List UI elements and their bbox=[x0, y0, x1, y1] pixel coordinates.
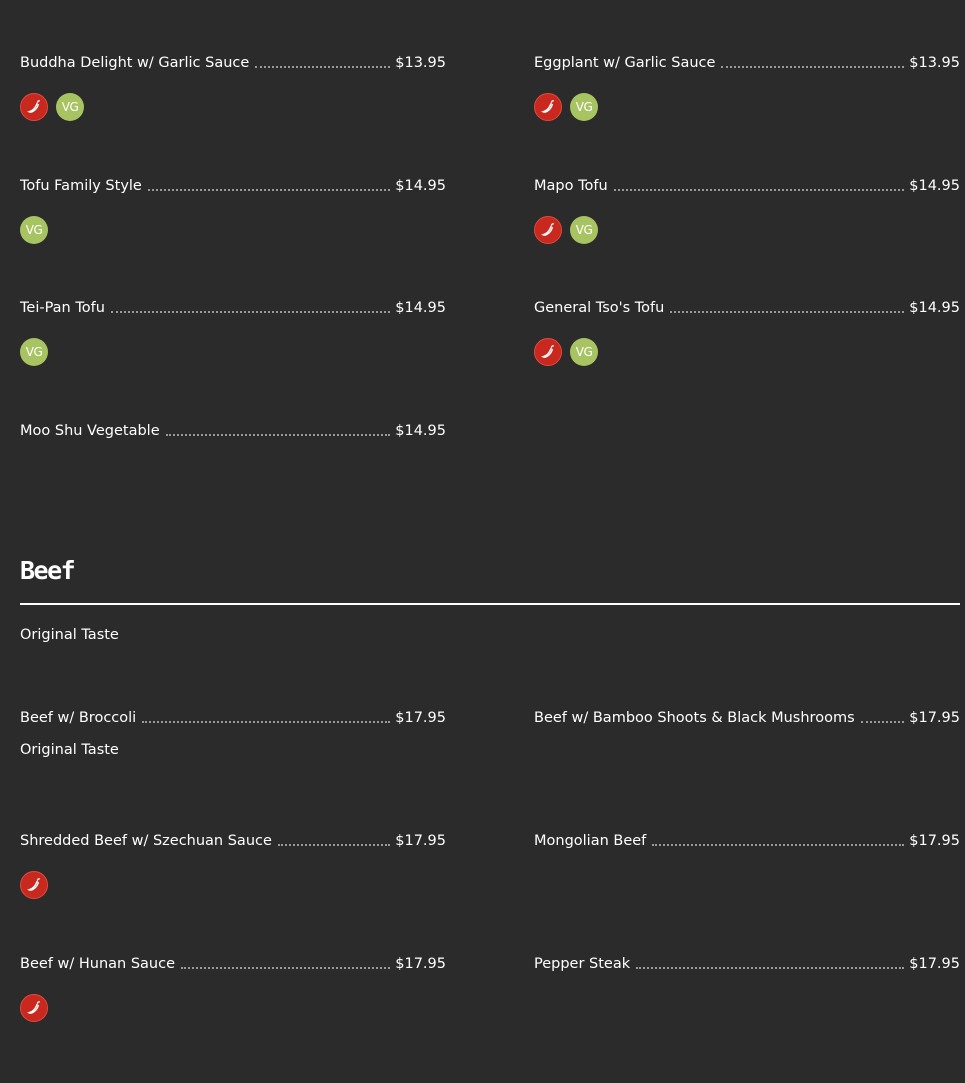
menu-item: Moo Shu Vegetable $14.95 bbox=[20, 422, 446, 502]
item-name: Beef w/ Hunan Sauce bbox=[20, 956, 175, 972]
leader-dots bbox=[147, 188, 391, 191]
vegetarian-badge: VG bbox=[20, 216, 48, 244]
menu-item: General Tso's Tofu $14.95 VG bbox=[534, 299, 960, 379]
chili-pepper-icon bbox=[534, 93, 562, 121]
vegetarian-badge: VG bbox=[570, 216, 598, 244]
leader-dots bbox=[636, 966, 905, 969]
vegetarian-badge: VG bbox=[570, 93, 598, 121]
menu-item: Beef w/ Hunan Sauce $17.95 bbox=[20, 955, 446, 1035]
menu-item: Beef w/ Broccoli $17.95 Original Taste bbox=[20, 709, 446, 789]
section-title: Beef bbox=[20, 556, 76, 585]
item-price: $17.95 bbox=[909, 710, 960, 726]
item-name: Moo Shu Vegetable bbox=[20, 423, 160, 439]
section-note: Original Taste bbox=[20, 627, 119, 643]
item-price: $17.95 bbox=[395, 956, 446, 972]
chili-pepper-icon bbox=[534, 216, 562, 244]
item-name: Tei-Pan Tofu bbox=[20, 300, 105, 316]
menu-item: Tei-Pan Tofu $14.95 VG bbox=[20, 299, 446, 379]
leader-dots bbox=[613, 188, 905, 191]
item-price: $17.95 bbox=[395, 710, 446, 726]
item-name: Beef w/ Broccoli bbox=[20, 710, 137, 726]
leader-dots bbox=[277, 843, 391, 846]
vegetarian-badge: VG bbox=[56, 93, 84, 121]
item-price: $14.95 bbox=[395, 423, 446, 439]
vegetarian-badge: VG bbox=[570, 338, 598, 366]
item-name: General Tso's Tofu bbox=[534, 300, 665, 316]
leader-dots bbox=[165, 433, 391, 436]
item-price: $14.95 bbox=[909, 300, 960, 316]
item-price: $13.95 bbox=[909, 55, 960, 71]
leader-dots bbox=[670, 310, 905, 313]
chili-pepper-icon bbox=[20, 871, 48, 899]
item-name: Beef w/ Bamboo Shoots & Black Mushrooms bbox=[534, 710, 855, 726]
leader-dots bbox=[142, 720, 391, 723]
item-price: $17.95 bbox=[395, 833, 446, 849]
vegetarian-badge: VG bbox=[20, 338, 48, 366]
item-name: Eggplant w/ Garlic Sauce bbox=[534, 55, 716, 71]
menu-item: Mapo Tofu $14.95 VG bbox=[534, 177, 960, 257]
menu-item: Shredded Beef w/ Szechuan Sauce $17.95 bbox=[20, 832, 446, 912]
item-price: $17.95 bbox=[909, 833, 960, 849]
menu-item: Mongolian Beef $17.95 bbox=[534, 832, 960, 912]
item-price: $14.95 bbox=[909, 178, 960, 194]
menu-item: Eggplant w/ Garlic Sauce $13.95 VG bbox=[534, 54, 960, 134]
item-name: Tofu Family Style bbox=[20, 178, 142, 194]
chili-pepper-icon bbox=[534, 338, 562, 366]
item-name: Shredded Beef w/ Szechuan Sauce bbox=[20, 833, 272, 849]
leader-dots bbox=[110, 310, 391, 313]
menu-item: Tofu Family Style $14.95 VG bbox=[20, 177, 446, 257]
item-name: Mapo Tofu bbox=[534, 178, 608, 194]
section-divider bbox=[20, 603, 960, 605]
menu-item: Beef w/ Bamboo Shoots & Black Mushrooms $… bbox=[534, 709, 960, 789]
menu-item: Pepper Steak $17.95 bbox=[534, 955, 960, 1035]
chili-pepper-icon bbox=[20, 994, 48, 1022]
menu-item: Buddha Delight w/ Garlic Sauce $13.95 VG bbox=[20, 54, 446, 134]
leader-dots bbox=[860, 720, 905, 723]
item-price: $13.95 bbox=[395, 55, 446, 71]
item-price: $14.95 bbox=[395, 300, 446, 316]
leader-dots bbox=[652, 843, 905, 846]
item-name: Buddha Delight w/ Garlic Sauce bbox=[20, 55, 250, 71]
item-name: Pepper Steak bbox=[534, 956, 631, 972]
leader-dots bbox=[721, 65, 905, 68]
chili-pepper-icon bbox=[20, 93, 48, 121]
item-name: Mongolian Beef bbox=[534, 833, 647, 849]
item-price: $17.95 bbox=[909, 956, 960, 972]
leader-dots bbox=[181, 966, 391, 969]
leader-dots bbox=[255, 65, 391, 68]
item-note: Original Taste bbox=[20, 742, 119, 758]
item-price: $14.95 bbox=[395, 178, 446, 194]
